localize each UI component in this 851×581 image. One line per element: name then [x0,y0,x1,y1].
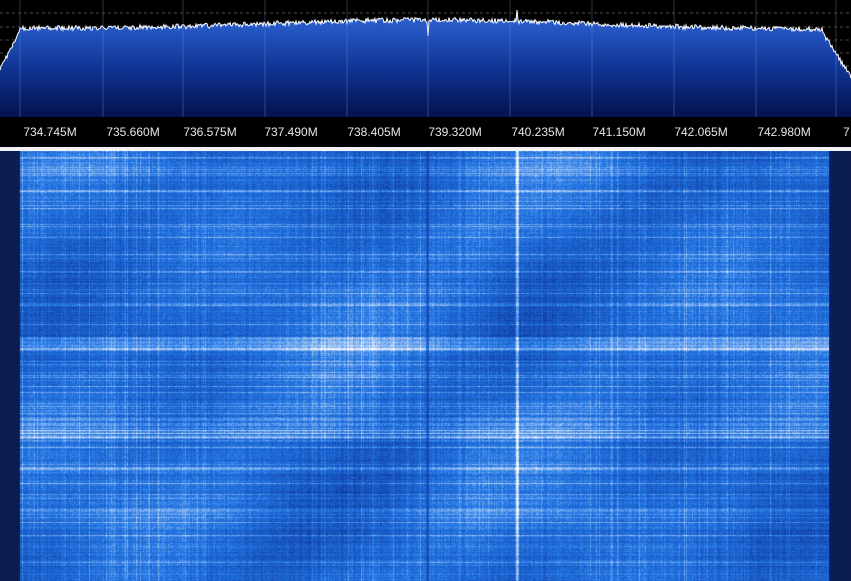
spectrum-waterfall-divider[interactable] [0,147,851,151]
freq-tick-label: 737.490M [264,125,318,139]
frequency-axis: 734.745M 735.660M 736.575M 737.490M 738.… [0,117,851,147]
freq-tick-label: 742.980M [757,125,811,139]
spectrum-display[interactable] [0,0,851,117]
freq-tick-label: 734.745M [23,125,77,139]
spectrum-trace [0,9,851,79]
freq-tick-label: 740.235M [511,125,565,139]
spectrum-plot [0,0,851,117]
freq-tick-label: 738.405M [347,125,401,139]
freq-tick-label: 741.150M [592,125,646,139]
freq-tick-label: 742.065M [674,125,728,139]
freq-tick-label: 736.575M [183,125,237,139]
freq-tick-label: 735.660M [106,125,160,139]
waterfall-canvas [0,151,851,581]
waterfall-display[interactable] [0,151,851,581]
freq-tick-label: 739.320M [428,125,482,139]
spectrum-vertical-grid [19,0,837,117]
spectrum-fill [0,10,851,117]
freq-tick-label-partial: 7 [843,125,850,139]
